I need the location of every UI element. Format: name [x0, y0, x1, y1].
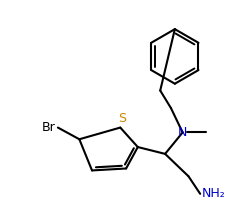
Text: NH₂: NH₂ — [201, 187, 225, 200]
Text: S: S — [118, 112, 126, 125]
Text: N: N — [177, 126, 186, 139]
Text: Br: Br — [42, 121, 56, 134]
